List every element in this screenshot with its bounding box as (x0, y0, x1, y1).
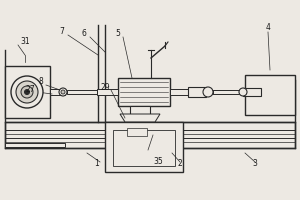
Bar (188, 87, 206, 97)
Bar (127, 128, 147, 136)
Text: 5: 5 (116, 28, 120, 38)
Circle shape (59, 88, 67, 96)
Bar (5, 143, 65, 147)
Text: 27: 27 (25, 84, 35, 94)
Bar (213, 90, 243, 94)
Bar (97, 89, 118, 95)
Bar (67, 90, 97, 94)
Circle shape (239, 88, 247, 96)
Text: 29: 29 (100, 82, 110, 92)
Bar (5, 122, 295, 148)
Bar (118, 78, 170, 106)
Text: 31: 31 (20, 38, 30, 46)
Text: 6: 6 (82, 28, 86, 38)
Bar (206, 90, 231, 94)
Bar (130, 106, 150, 122)
Text: 1: 1 (94, 160, 99, 168)
Circle shape (21, 86, 33, 98)
Circle shape (11, 76, 43, 108)
Bar (113, 130, 175, 166)
Text: 2: 2 (178, 160, 182, 168)
Bar (245, 75, 295, 115)
Circle shape (25, 90, 29, 95)
Bar (50, 89, 65, 95)
Circle shape (203, 87, 213, 97)
Bar (5, 66, 50, 118)
Circle shape (61, 90, 65, 94)
Bar (170, 89, 188, 95)
Bar (105, 122, 183, 172)
Text: 4: 4 (266, 23, 270, 32)
Text: 3: 3 (253, 160, 257, 168)
Text: 7: 7 (60, 26, 64, 36)
Text: 35: 35 (153, 158, 163, 166)
Bar (243, 88, 261, 96)
Polygon shape (120, 114, 160, 122)
Circle shape (16, 81, 38, 103)
Text: 8: 8 (39, 76, 44, 86)
